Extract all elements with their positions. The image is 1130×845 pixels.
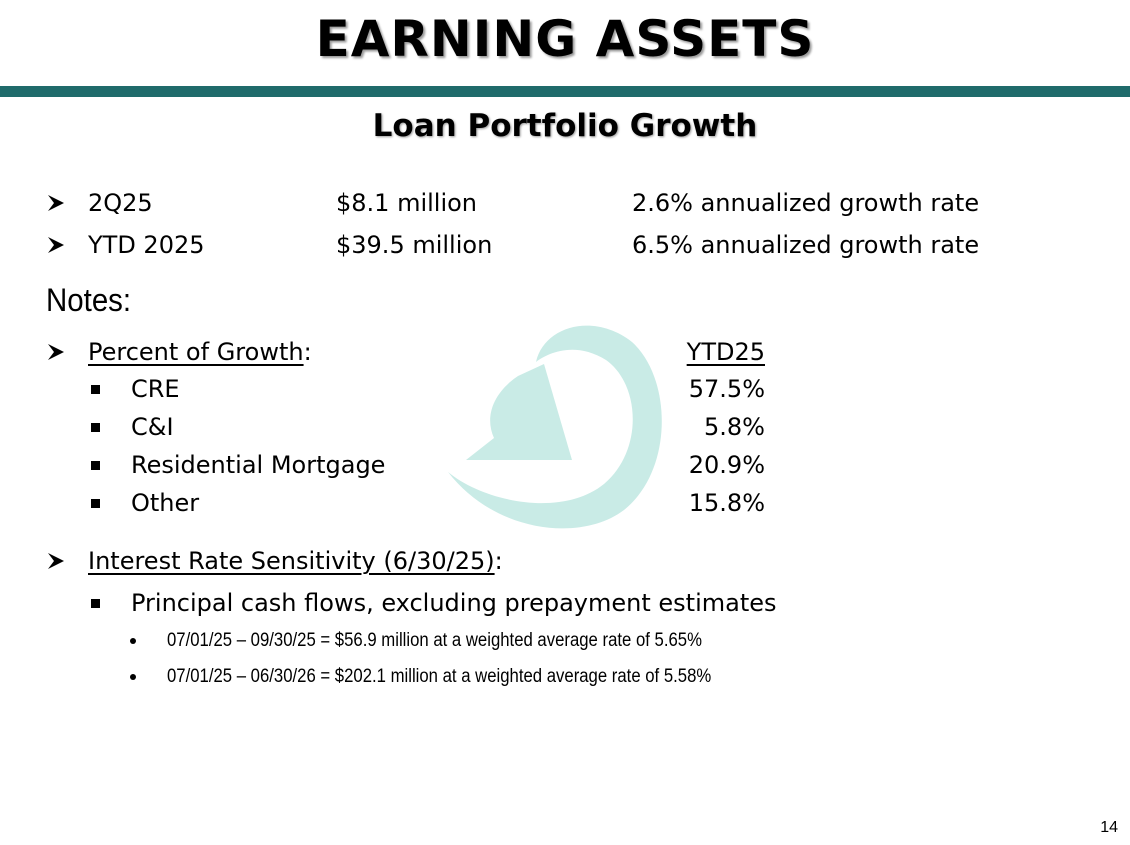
square-bullet-icon [91, 461, 100, 470]
title-divider [0, 86, 1130, 97]
list-item: CRE 57.5% [0, 373, 1130, 405]
section-subtitle: Loan Portfolio Growth [372, 108, 758, 144]
arrow-bullet-icon [48, 344, 64, 360]
interest-rate-label: Interest Rate Sensitivity (6/30/25) [88, 547, 495, 575]
category-value: 20.9% [688, 451, 765, 479]
percent-of-growth-header: Percent of Growth: YTD25 [0, 336, 1130, 368]
detail-text: 07/01/25 – 06/30/26 = $202.1 million at … [167, 666, 712, 687]
detail-text: 07/01/25 – 09/30/25 = $56.9 million at a… [167, 630, 702, 651]
detail-item: 07/01/25 – 06/30/26 = $202.1 million at … [0, 661, 1130, 693]
ytd-column-header: YTD25 [686, 338, 765, 366]
category-name: Residential Mortgage [131, 451, 386, 479]
growth-period: YTD 2025 [88, 231, 205, 259]
arrow-bullet-icon [48, 237, 64, 253]
growth-rate: 6.5% annualized growth rate [632, 231, 980, 259]
detail-item: 07/01/25 – 09/30/25 = $56.9 million at a… [0, 625, 1130, 657]
page-title: EARNING ASSETS [315, 10, 815, 68]
square-bullet-icon [91, 499, 100, 508]
growth-row: YTD 2025 $39.5 million 6.5% annualized g… [0, 229, 1130, 261]
square-bullet-icon [91, 599, 100, 608]
label-colon: : [494, 547, 503, 575]
square-bullet-icon [91, 423, 100, 432]
cash-flows-item: Principal cash flows, excluding prepayme… [0, 587, 1130, 619]
category-value: 5.8% [704, 413, 765, 441]
interest-rate-header: Interest Rate Sensitivity (6/30/25): [0, 545, 1130, 577]
category-name: Other [131, 489, 200, 517]
notes-heading: Notes: [46, 282, 132, 318]
growth-period: 2Q25 [88, 189, 153, 217]
square-bullet-icon [91, 385, 100, 394]
dot-bullet-icon [130, 638, 136, 644]
list-item: Residential Mortgage 20.9% [0, 449, 1130, 481]
percent-of-growth-label: Percent of Growth [88, 338, 304, 366]
dot-bullet-icon [130, 674, 136, 680]
label-colon: : [303, 338, 312, 366]
list-item: C&I 5.8% [0, 411, 1130, 443]
circular-arrow-logo-icon [448, 325, 662, 529]
growth-rate: 2.6% annualized growth rate [632, 189, 980, 217]
category-name: C&I [131, 413, 174, 441]
list-item: Other 15.8% [0, 487, 1130, 519]
page-number: 14 [1100, 819, 1118, 836]
category-name: CRE [131, 375, 180, 403]
growth-row: 2Q25 $8.1 million 2.6% annualized growth… [0, 187, 1130, 219]
arrow-bullet-icon [48, 553, 64, 569]
cash-flows-text: Principal cash flows, excluding prepayme… [131, 589, 777, 617]
growth-amount: $39.5 million [336, 231, 493, 259]
category-value: 57.5% [688, 375, 765, 403]
growth-amount: $8.1 million [336, 189, 478, 217]
category-value: 15.8% [688, 489, 765, 517]
arrow-bullet-icon [48, 195, 64, 211]
